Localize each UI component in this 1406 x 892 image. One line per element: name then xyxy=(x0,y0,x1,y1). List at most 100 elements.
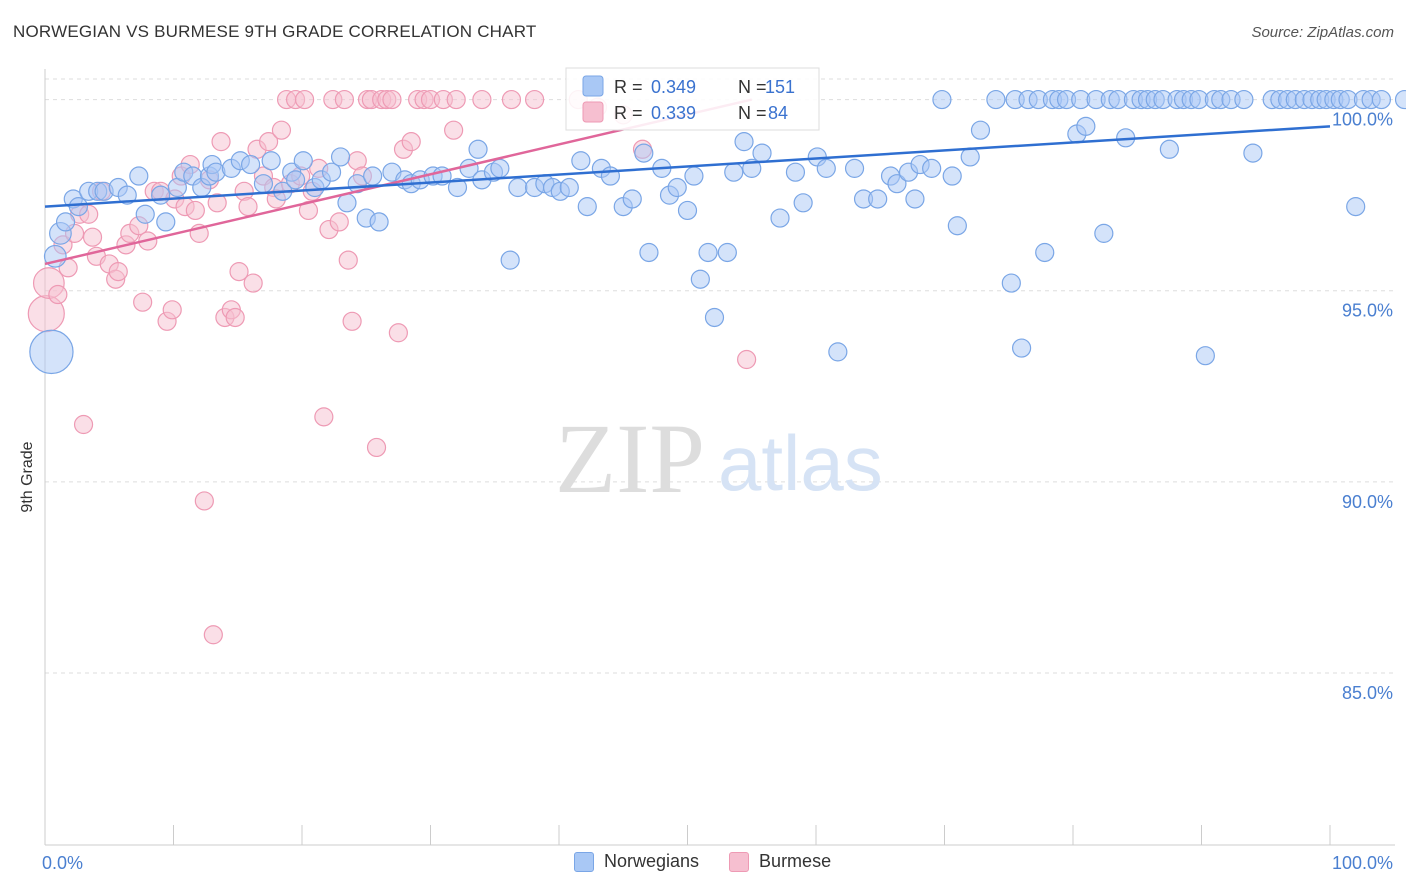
burmese-point xyxy=(73,414,94,435)
burmese-point xyxy=(329,212,349,232)
stats-swatch-norwegians xyxy=(582,75,604,97)
norwegians-points xyxy=(29,89,1406,375)
y-axis-label-wrap: 9th Grade xyxy=(8,441,48,512)
burmese-point xyxy=(524,89,545,110)
burmese-point xyxy=(472,89,492,110)
burmese-point xyxy=(162,300,182,320)
burmese-point xyxy=(108,262,128,282)
norwegians-point xyxy=(717,242,737,263)
norwegians-point xyxy=(241,154,261,175)
burmese-point xyxy=(444,120,464,140)
y-tick-label: 95.0% xyxy=(1342,301,1393,321)
norwegians-point xyxy=(293,151,313,171)
norwegians-point xyxy=(793,193,813,213)
burmese-point xyxy=(294,89,315,110)
norwegians-point xyxy=(447,177,468,198)
stats-n-label-burmese: N = xyxy=(738,103,767,123)
burmese-point xyxy=(194,491,214,511)
x-tick-label-min: 0.0% xyxy=(42,853,83,873)
y-tick-label: 90.0% xyxy=(1342,492,1393,512)
norwegians-point xyxy=(947,216,967,236)
norwegians-point xyxy=(960,147,980,167)
burmese-point xyxy=(203,625,223,645)
watermark-zip: ZIP xyxy=(555,403,705,514)
burmese-point xyxy=(501,89,522,110)
norwegians-point xyxy=(135,204,155,224)
norwegians-point xyxy=(261,151,281,171)
y-tick-label: 85.0% xyxy=(1342,683,1393,703)
stats-swatch-burmese xyxy=(582,101,604,123)
norwegians-point xyxy=(1346,197,1366,217)
stats-r-label-norwegians: R = xyxy=(614,77,643,97)
burmese-point xyxy=(366,437,387,458)
stats-r-value-norwegians: 0.349 xyxy=(651,77,696,97)
stats-box: R = 0.349 N = 151 R = 0.339 N = 84 xyxy=(565,67,820,131)
norwegians-point xyxy=(622,189,642,209)
norwegians-point xyxy=(1011,338,1032,358)
norwegians-point xyxy=(868,189,888,209)
norwegians-point xyxy=(363,166,383,186)
norwegians-point xyxy=(816,158,836,178)
norwegians-point xyxy=(321,162,342,182)
burmese-point xyxy=(334,89,355,110)
legend-swatch-norwegians xyxy=(574,851,594,872)
stats-box-frame xyxy=(565,67,820,131)
burmese-point xyxy=(133,292,153,312)
norwegians-point xyxy=(1159,139,1179,159)
burmese-point xyxy=(338,250,358,270)
watermark: ZIP atlas xyxy=(555,403,883,514)
norwegians-point xyxy=(253,174,274,194)
norwegians-point xyxy=(986,89,1006,110)
norwegians-point xyxy=(785,162,806,182)
burmese-point xyxy=(737,349,757,370)
burmese-point xyxy=(229,262,249,282)
y-tick-label: 100.0% xyxy=(1332,110,1393,130)
legend-item-burmese[interactable]: Burmese xyxy=(729,851,831,872)
norwegians-trend-line xyxy=(44,125,1331,208)
burmese-point xyxy=(314,407,334,427)
burmese-point xyxy=(185,200,205,221)
norwegians-point xyxy=(369,212,389,232)
norwegians-point xyxy=(724,162,744,182)
norwegians-point xyxy=(922,158,942,178)
burmese-point xyxy=(388,323,408,343)
legend-label-norwegians: Norwegians xyxy=(604,851,700,871)
norwegians-point xyxy=(752,143,772,163)
burmese-point xyxy=(446,89,466,110)
norwegians-point xyxy=(1371,89,1392,110)
norwegians-point xyxy=(1001,273,1021,293)
burmese-point xyxy=(342,311,362,331)
norwegians-point xyxy=(55,212,76,232)
legend-item-norwegians[interactable]: Norwegians xyxy=(574,851,699,872)
burmese-point xyxy=(243,273,263,293)
norwegians-point xyxy=(905,189,925,209)
norwegians-point xyxy=(1234,89,1254,110)
x-tick-label-max: 100.0% xyxy=(1332,853,1393,873)
norwegians-point xyxy=(29,329,74,375)
norwegians-point xyxy=(677,200,698,221)
stats-r-label-burmese: R = xyxy=(614,103,643,123)
norwegians-point xyxy=(571,151,591,171)
norwegians-point xyxy=(1076,116,1096,136)
norwegians-point xyxy=(500,250,520,270)
norwegians-point xyxy=(468,139,488,159)
legend-swatch-burmese xyxy=(729,851,750,872)
burmese-point xyxy=(211,132,231,152)
stats-n-value-norwegians: 151 xyxy=(765,77,795,97)
axis-layer: 85.0% 90.0% 95.0% 100.0% 0.0% 100.0% xyxy=(42,69,1395,873)
norwegians-point xyxy=(734,132,754,152)
legend: Norwegians Burmese xyxy=(574,851,861,872)
stats-n-value-burmese: 84 xyxy=(768,103,788,123)
norwegians-point xyxy=(942,166,962,186)
norwegians-point xyxy=(490,158,510,178)
norwegians-point xyxy=(667,177,687,198)
stats-n-label-norwegians: N = xyxy=(738,77,767,97)
burmese-point xyxy=(207,193,227,213)
legend-label-burmese: Burmese xyxy=(759,851,832,871)
norwegians-point xyxy=(690,269,710,289)
norwegians-point xyxy=(1394,89,1406,110)
norwegians-point xyxy=(117,185,137,205)
norwegians-point xyxy=(1243,143,1263,163)
norwegians-point xyxy=(577,197,597,217)
